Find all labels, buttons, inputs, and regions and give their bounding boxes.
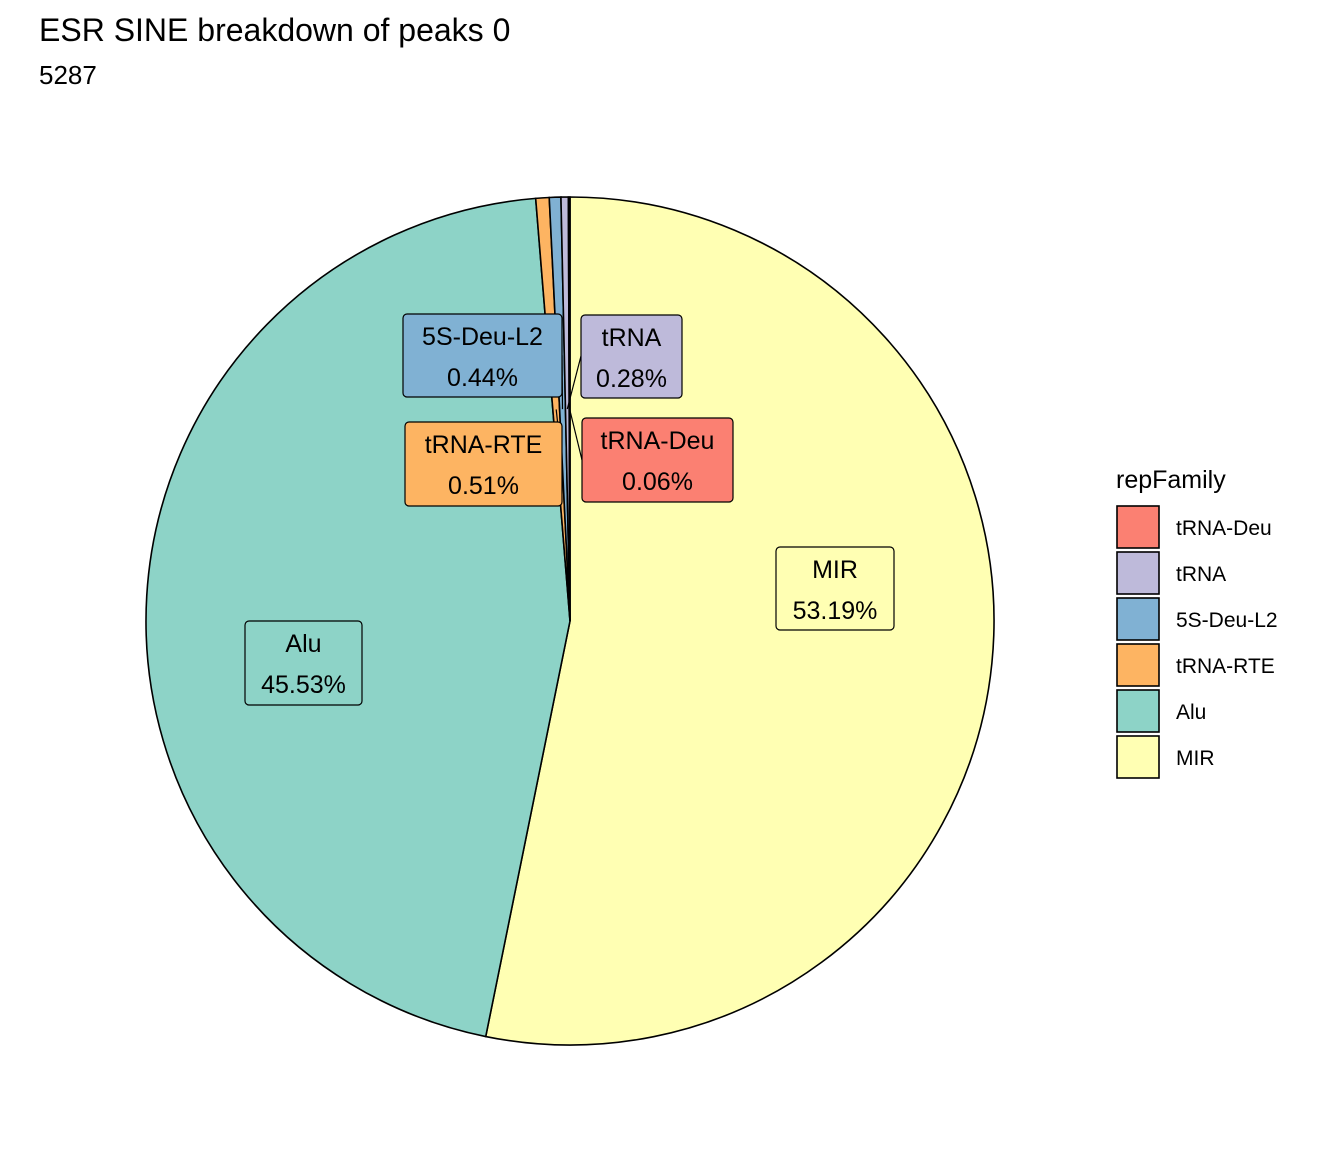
label-name: MIR bbox=[812, 556, 858, 584]
label-box bbox=[244, 620, 363, 706]
label-box bbox=[404, 421, 563, 507]
leader-line-trna-deu bbox=[569, 408, 583, 461]
label-box bbox=[581, 417, 734, 503]
label-percent: 0.06% bbox=[622, 468, 693, 496]
legend-label-mir: MIR bbox=[1176, 747, 1215, 770]
legend: repFamily tRNA-Deu tRNA 5S-Deu-L2 tRNA-RTE A… bbox=[1116, 466, 1278, 779]
pie-slice-trna-deu bbox=[567, 196, 571, 622]
legend-key-alu bbox=[1116, 689, 1160, 733]
slice-labels: MIR 53.19% Alu 45.53% tRNA-RTE 0.51% 5S-Deu-L2… bbox=[244, 313, 895, 706]
pie-slice-mir bbox=[484, 196, 995, 1046]
legend-label-alu: Alu bbox=[1176, 701, 1206, 724]
legend-key-trna bbox=[1116, 551, 1160, 595]
legend-label-trna: tRNA bbox=[1176, 563, 1226, 586]
chart-title: ESR SINE breakdown of peaks 0 bbox=[39, 12, 511, 48]
label-box bbox=[402, 313, 563, 398]
slice-label-mir: MIR 53.19% bbox=[775, 546, 895, 631]
chart-subtitle: 5287 bbox=[39, 60, 97, 90]
legend-key-5s-deu-l2 bbox=[1116, 597, 1160, 641]
slice-label-trna-deu: tRNA-Deu 0.06% bbox=[581, 417, 734, 503]
label-percent: 45.53% bbox=[261, 671, 346, 699]
label-box bbox=[775, 546, 895, 631]
label-box bbox=[580, 314, 683, 399]
label-percent: 53.19% bbox=[793, 597, 878, 625]
legend-title: repFamily bbox=[1116, 466, 1226, 494]
label-name: Alu bbox=[285, 630, 321, 658]
slice-label-trna: tRNA 0.28% bbox=[580, 314, 683, 399]
leader-line-trna bbox=[566, 355, 582, 410]
pie-slices bbox=[145, 196, 995, 1046]
label-name: tRNA-RTE bbox=[425, 431, 543, 459]
slice-label-trna-rte: tRNA-RTE 0.51% bbox=[404, 421, 563, 507]
label-name: 5S-Deu-L2 bbox=[422, 323, 543, 351]
legend-key-trna-deu bbox=[1116, 505, 1160, 549]
slice-label-alu: Alu 45.53% bbox=[244, 620, 363, 706]
label-name: tRNA-Deu bbox=[601, 427, 715, 455]
label-name: tRNA bbox=[602, 324, 662, 352]
slice-label-5s-deu-l2: 5S-Deu-L2 0.44% bbox=[402, 313, 563, 398]
label-percent: 0.28% bbox=[596, 365, 667, 393]
pie-slice-alu bbox=[145, 197, 571, 1038]
legend-label-5s-deu-l2: 5S-Deu-L2 bbox=[1176, 609, 1278, 632]
legend-key-trna-rte bbox=[1116, 643, 1160, 687]
legend-key-mir bbox=[1116, 735, 1160, 779]
legend-label-trna-deu: tRNA-Deu bbox=[1176, 517, 1272, 540]
label-percent: 0.51% bbox=[448, 472, 519, 500]
legend-label-trna-rte: tRNA-RTE bbox=[1176, 655, 1275, 678]
label-percent: 0.44% bbox=[447, 364, 518, 392]
